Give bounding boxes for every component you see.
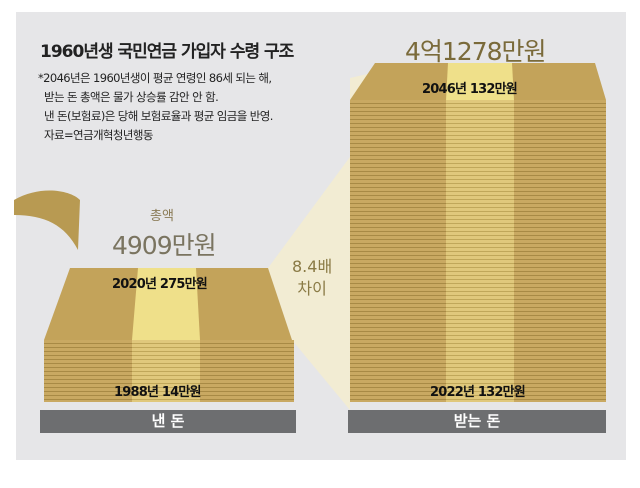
note-line: 낸 돈(보험료)은 당해 보험료율과 평균 임금을 반영. — [44, 109, 273, 123]
year: 2022년 — [430, 385, 475, 400]
page-title: 1960년생 국민연금 가입자 수령 구조 — [40, 42, 294, 62]
year: 1988년 — [114, 385, 159, 400]
received-stack-top-highlight — [446, 63, 514, 100]
ratio-text: 차이 — [297, 279, 327, 298]
received-top-label: 2046년 132만원 — [422, 78, 518, 97]
paid-category-bar: 낸 돈 — [40, 410, 296, 433]
note-line: 받는 돈 총액은 물가 상승률 감안 안 함. — [44, 90, 219, 104]
note-line: *2046년은 1960년생이 평균 연령인 86세 되는 해, — [38, 71, 272, 85]
paid-total-value: 4909만원 — [112, 231, 217, 260]
received-stack-side-highlight — [446, 100, 514, 402]
received-category-bar: 받는 돈 — [348, 410, 606, 433]
paid-stack-top-highlight — [132, 268, 200, 340]
paid-stack-side-highlight — [132, 340, 200, 402]
year: 2020년 — [112, 277, 157, 292]
amount: 14만원 — [161, 385, 202, 400]
amount: 132만원 — [477, 385, 526, 400]
ratio-value: 8.4배 — [292, 257, 333, 276]
paid-total-label: 총액 — [150, 209, 174, 224]
amount: 132만원 — [469, 82, 518, 97]
received-total-value: 4억1278만원 — [405, 37, 547, 66]
paid-bottom-label: 1988년 14만원 — [114, 381, 201, 400]
comparison-beam — [268, 62, 420, 410]
received-bottom-label: 2022년 132만원 — [430, 381, 526, 400]
amount: 275만원 — [159, 277, 208, 292]
year: 2046년 — [422, 82, 467, 97]
paid-top-label: 2020년 275만원 — [112, 273, 208, 292]
source-line: 자료=연금개혁청년행동 — [44, 128, 153, 142]
curled-bill-icon — [14, 190, 80, 250]
